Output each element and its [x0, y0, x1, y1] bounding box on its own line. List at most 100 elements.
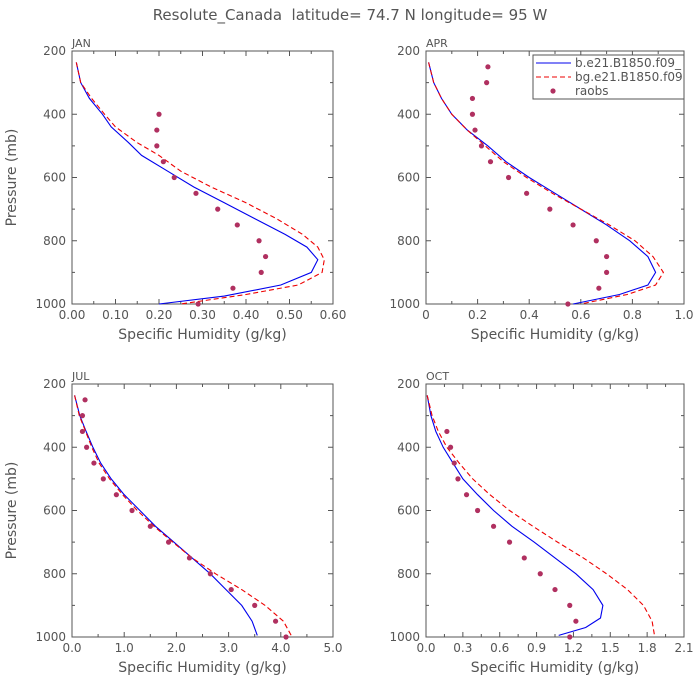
series-raobs — [469, 64, 610, 307]
raobs-point — [455, 476, 461, 482]
x-tick-label: 0.3 — [453, 641, 472, 655]
y-axis-label: Pressure (mb) — [4, 129, 20, 227]
raobs-point — [154, 143, 160, 149]
series-model-dashed — [426, 395, 656, 636]
series-model-solid — [426, 395, 604, 636]
x-tick-label: 1.0 — [115, 641, 134, 655]
raobs-point — [472, 127, 478, 133]
series-raobs — [444, 428, 579, 640]
y-tick-label: 800 — [43, 567, 66, 581]
raobs-point — [478, 143, 485, 149]
legend-label: b.e21.B1850.f09_ — [575, 56, 682, 70]
x-tick-label: 0 — [422, 308, 430, 322]
raobs-point — [524, 190, 530, 196]
x-tick-label: 0.0 — [416, 641, 435, 655]
y-tick-label: 800 — [397, 234, 420, 248]
raobs-point — [215, 206, 221, 212]
y-tick-label: 400 — [43, 440, 66, 454]
x-tick-label: 4.0 — [271, 641, 290, 655]
raobs-point — [147, 523, 153, 529]
raobs-point — [84, 444, 90, 450]
y-tick-label: 600 — [43, 504, 66, 518]
x-tick-label: 2.1 — [674, 641, 693, 655]
x-axis-label: Specific Humidity (g/kg) — [471, 660, 639, 676]
raobs-point — [82, 397, 88, 403]
x-tick-label: 0.10 — [102, 308, 129, 322]
raobs-point — [567, 602, 573, 608]
x-tick-label: 0.60 — [320, 308, 347, 322]
y-tick-label: 600 — [397, 171, 420, 185]
series-raobs — [154, 111, 269, 307]
x-tick-label: 0.9 — [527, 641, 546, 655]
raobs-point — [552, 586, 558, 593]
legend-label: bg.e21.B1850.f09 — [575, 70, 683, 84]
raobs-point — [156, 111, 162, 117]
y-tick-label: 800 — [43, 234, 66, 248]
raobs-point — [195, 301, 201, 307]
x-tick-label: 0.2 — [468, 308, 487, 322]
x-tick-label: 0.20 — [146, 308, 173, 322]
panel-label: JUL — [71, 370, 90, 383]
raobs-point — [521, 555, 527, 561]
x-tick-label: 0.40 — [233, 308, 260, 322]
x-axis-label: Specific Humidity (g/kg) — [471, 327, 639, 343]
raobs-point — [230, 285, 236, 291]
raobs-point — [593, 238, 599, 244]
x-tick-label: 3.0 — [219, 641, 238, 655]
x-tick-label: 0.8 — [623, 308, 642, 322]
y-tick-label: 1000 — [389, 297, 420, 311]
panel-label: APR — [426, 37, 448, 50]
raobs-point — [463, 492, 470, 498]
panel-apr: APR 0 0.2 0.4 0.6 0.8 1.0 200 400 600 800 1000 Speci… — [389, 37, 693, 343]
raobs-point — [100, 476, 106, 482]
raobs-point — [228, 586, 234, 593]
x-tick-label: 1.2 — [564, 641, 583, 655]
raobs-point — [505, 174, 512, 181]
raobs-point — [79, 413, 86, 419]
legend-box — [532, 54, 685, 100]
y-tick-label: 1000 — [389, 630, 420, 644]
plot-frame — [71, 383, 334, 638]
series-raobs — [79, 397, 289, 640]
x-tick-label: 0.00 — [59, 308, 86, 322]
series-model-dashed — [428, 62, 665, 305]
y-tick-label: 200 — [43, 377, 66, 391]
raobs-point — [160, 159, 166, 165]
raobs-point — [604, 269, 610, 275]
y-tick-label: 400 — [397, 107, 420, 121]
plot-frame — [425, 383, 685, 638]
x-axis-label: Specific Humidity (g/kg) — [118, 327, 286, 343]
y-tick-label: 1000 — [35, 297, 66, 311]
legend-marker-raobs — [550, 88, 556, 94]
x-tick-label: 1.5 — [601, 641, 620, 655]
x-tick-label: 0.6 — [490, 641, 509, 655]
raobs-point — [469, 95, 476, 102]
raobs-point — [283, 634, 289, 640]
y-tick-label: 800 — [397, 567, 420, 581]
raobs-point — [234, 222, 240, 228]
series-model-solid — [75, 62, 319, 305]
figure-title: Resolute_Canada latitude= 74.7 N longitu… — [153, 6, 548, 25]
raobs-point — [469, 111, 476, 117]
raobs-point — [567, 634, 573, 640]
x-tick-label: 0.0 — [62, 641, 81, 655]
raobs-point — [165, 539, 172, 545]
raobs-point — [490, 523, 497, 529]
raobs-point — [451, 460, 457, 466]
x-axis-label: Specific Humidity (g/kg) — [118, 660, 286, 676]
x-tick-label: 0.6 — [571, 308, 590, 322]
raobs-point — [447, 444, 454, 450]
x-tick-label: 2.0 — [167, 641, 186, 655]
panel-jul: JUL 0.0 1.0 2.0 3.0 4.0 5.0 200 400 600 800 1000 Spe… — [4, 370, 343, 676]
raobs-point — [596, 285, 602, 291]
legend-label: raobs — [575, 84, 609, 98]
raobs-point — [484, 80, 490, 86]
raobs-point — [252, 602, 258, 608]
raobs-point — [171, 174, 177, 181]
series-model-solid — [74, 395, 258, 636]
raobs-point — [573, 618, 579, 624]
